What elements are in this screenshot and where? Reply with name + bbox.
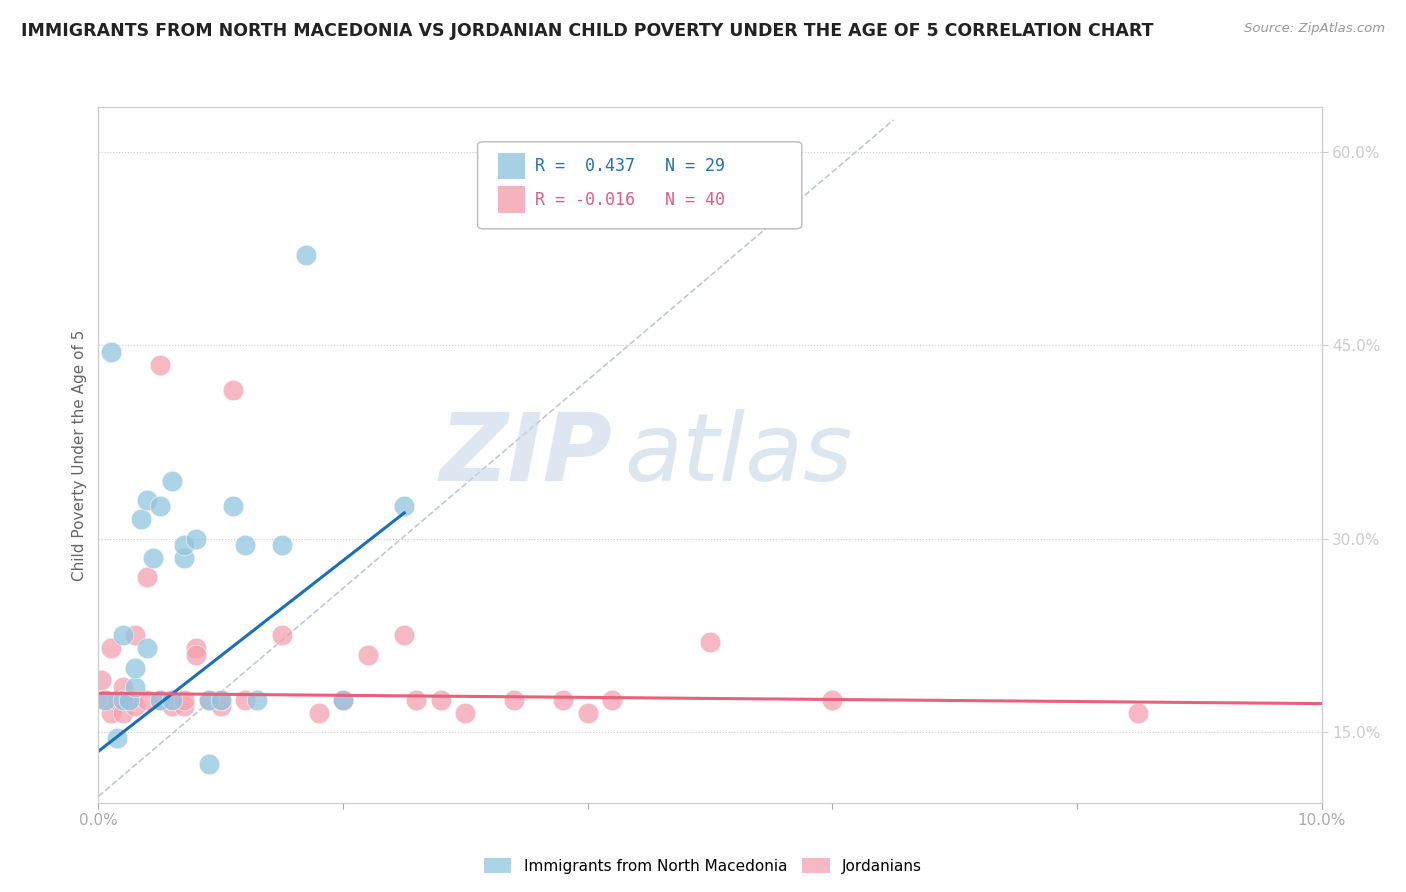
- Point: [93, 692, 115, 706]
- Point: [186, 641, 208, 656]
- Point: [118, 692, 141, 706]
- Text: R =  0.437   N = 29: R = 0.437 N = 29: [536, 157, 725, 175]
- Point: [111, 628, 134, 642]
- Point: [136, 570, 159, 584]
- Y-axis label: Child Poverty Under the Age of 5: Child Poverty Under the Age of 5: [72, 329, 87, 581]
- Point: [136, 493, 159, 508]
- Point: [160, 699, 183, 714]
- Point: [553, 692, 575, 706]
- Text: Source: ZipAtlas.com: Source: ZipAtlas.com: [1244, 22, 1385, 36]
- Point: [160, 692, 183, 706]
- Point: [100, 641, 122, 656]
- Point: [197, 757, 219, 772]
- Point: [124, 680, 146, 694]
- Point: [186, 532, 208, 546]
- Point: [308, 706, 330, 720]
- Point: [90, 673, 112, 688]
- Point: [160, 474, 183, 488]
- Point: [270, 628, 292, 642]
- Point: [173, 538, 195, 552]
- Text: R = -0.016   N = 40: R = -0.016 N = 40: [536, 191, 725, 209]
- Point: [111, 680, 134, 694]
- Point: [124, 660, 146, 674]
- Point: [356, 648, 378, 662]
- Point: [105, 731, 128, 746]
- Point: [233, 692, 256, 706]
- Point: [233, 538, 256, 552]
- Point: [173, 699, 195, 714]
- Point: [405, 692, 427, 706]
- Point: [149, 692, 172, 706]
- Point: [129, 512, 152, 526]
- Point: [100, 706, 122, 720]
- Point: [111, 706, 134, 720]
- Point: [136, 641, 159, 656]
- Point: [600, 692, 623, 706]
- Point: [821, 692, 844, 706]
- Point: [209, 692, 232, 706]
- Point: [142, 551, 165, 566]
- Point: [149, 500, 172, 514]
- Point: [149, 358, 172, 372]
- Point: [295, 248, 318, 262]
- Point: [209, 699, 232, 714]
- Point: [222, 384, 245, 398]
- Point: [332, 692, 354, 706]
- Point: [124, 628, 146, 642]
- Point: [392, 628, 416, 642]
- Point: [173, 692, 195, 706]
- Point: [1128, 706, 1150, 720]
- Point: [197, 692, 219, 706]
- Text: IMMIGRANTS FROM NORTH MACEDONIA VS JORDANIAN CHILD POVERTY UNDER THE AGE OF 5 CO: IMMIGRANTS FROM NORTH MACEDONIA VS JORDA…: [21, 22, 1153, 40]
- Point: [332, 692, 354, 706]
- FancyBboxPatch shape: [478, 142, 801, 229]
- Point: [105, 692, 128, 706]
- Point: [160, 692, 183, 706]
- Point: [430, 692, 453, 706]
- Point: [186, 648, 208, 662]
- FancyBboxPatch shape: [498, 186, 526, 213]
- Point: [136, 692, 159, 706]
- FancyBboxPatch shape: [498, 153, 526, 179]
- Point: [111, 692, 134, 706]
- Point: [149, 692, 172, 706]
- Point: [209, 692, 232, 706]
- Point: [222, 500, 245, 514]
- Point: [173, 551, 195, 566]
- Point: [576, 706, 599, 720]
- Point: [118, 692, 141, 706]
- Point: [699, 634, 721, 648]
- Point: [270, 538, 292, 552]
- Point: [124, 699, 146, 714]
- Point: [246, 692, 269, 706]
- Legend: Immigrants from North Macedonia, Jordanians: Immigrants from North Macedonia, Jordani…: [478, 852, 928, 880]
- Point: [100, 344, 122, 359]
- Text: ZIP: ZIP: [439, 409, 612, 501]
- Point: [454, 706, 477, 720]
- Point: [392, 500, 416, 514]
- Point: [93, 692, 115, 706]
- Text: atlas: atlas: [624, 409, 852, 500]
- Point: [503, 692, 526, 706]
- Point: [197, 692, 219, 706]
